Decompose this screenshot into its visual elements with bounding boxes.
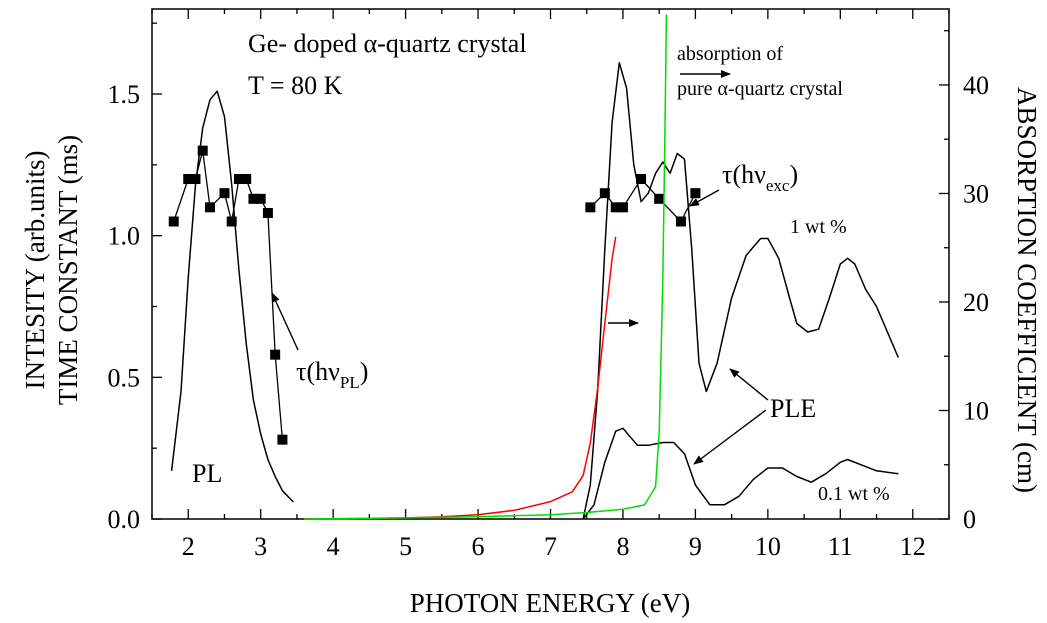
x-tick-label: 12	[900, 532, 926, 561]
annotation-wt01: 0.1 wt %	[818, 483, 890, 505]
series-line-ple_01wt	[582, 427, 899, 520]
marker-tau_pl	[233, 174, 244, 184]
y-left-tick-label: 1.5	[108, 80, 141, 109]
marker-tau_pl	[226, 216, 237, 227]
series-layer	[168, 14, 899, 520]
tau-exc-main: τ(hν	[722, 160, 766, 189]
marker-tau_exc	[636, 174, 647, 184]
tau-pl-main: τ(hν	[296, 357, 340, 386]
annotation-tau-pl: τ(hνPL)	[296, 357, 368, 392]
x-tick-label: 4	[327, 532, 340, 561]
marker-tau_pl	[248, 193, 259, 204]
y-left-tick-label: 1.0	[108, 222, 141, 251]
y-left-tick-label: 0.0	[108, 505, 141, 534]
x-tick-label: 9	[689, 532, 702, 561]
marker-tau_pl	[241, 174, 252, 184]
marker-tau_exc	[585, 202, 596, 213]
annotation-pl: PL	[192, 459, 222, 488]
x-tick-label: 7	[544, 532, 557, 561]
annotation-abs-line2: pure α-quartz crystal	[677, 78, 843, 100]
marker-tau_pl	[270, 349, 281, 360]
marker-tau_pl	[183, 174, 194, 184]
annotation-abs-line1: absorption of	[677, 43, 783, 65]
marker-tau_exc	[675, 216, 686, 227]
tau-exc-close: )	[789, 160, 798, 189]
tau-pl-close: )	[360, 357, 369, 386]
marker-tau_pl	[262, 208, 273, 218]
annotation-ple: PLE	[770, 394, 816, 423]
tau-exc-sub: exc	[766, 176, 790, 195]
x-tick-label: 3	[254, 532, 267, 561]
series-line-absorption_green_pure	[304, 14, 668, 520]
annotation-tau-exc: τ(hνexc)	[722, 160, 798, 195]
annotation-title-line1: Ge- doped α-quartz crystal	[248, 29, 527, 58]
arrow-ple-1wt	[729, 368, 769, 401]
y-right-tick-label: 10	[963, 396, 989, 425]
tau-pl-sub: PL	[340, 373, 360, 392]
marker-tau_pl	[168, 216, 179, 227]
annotation-title-line2: T = 80 K	[248, 71, 343, 100]
y-right-tick-label: 0	[963, 505, 976, 534]
y-right-tick-label: 30	[963, 179, 989, 208]
y-left-tick-label: 0.5	[108, 363, 141, 392]
y-axis-label-right: ABSORPTION COEFFICIENT (cm)	[1012, 87, 1042, 493]
marker-tau_pl	[219, 188, 230, 199]
y-right-tick-label: 40	[963, 71, 989, 100]
y-right-tick-label: 20	[963, 288, 989, 317]
arrow-tau-exc	[689, 189, 720, 207]
x-tick-label: 2	[182, 532, 195, 561]
y-axis-label-left-1: INTESITY (arb.units)	[20, 151, 50, 390]
marker-tau_pl	[197, 145, 208, 156]
marker-tau_pl	[204, 202, 215, 213]
arrow-ple-01wt	[693, 409, 767, 465]
annotation-wt1: 1 wt %	[790, 216, 847, 238]
x-tick-label: 5	[399, 532, 412, 561]
y-axis-label-left-2: TIME CONSTANT (ms)	[53, 135, 83, 405]
marker-tau_exc	[690, 188, 701, 199]
series-line-pl	[170, 90, 294, 503]
series-line-ple_1wt	[582, 62, 899, 520]
marker-tau_pl	[277, 434, 288, 445]
marker-tau_pl	[190, 174, 201, 184]
x-axis-label: PHOTON ENERGY (eV)	[410, 588, 690, 618]
ticks: 2 3 4 5 6 7 8 9 10 11 12 0.0 0.5 1.0 1.5 0 10 20 30 40	[108, 9, 989, 561]
arrow-tau-pl	[271, 292, 299, 351]
marker-tau_exc	[617, 202, 628, 213]
marker-tau_exc	[654, 193, 665, 204]
x-tick-label: 6	[472, 532, 485, 561]
marker-tau_exc	[610, 202, 621, 213]
marker-tau_exc	[599, 188, 610, 199]
x-tick-label: 8	[616, 532, 629, 561]
x-tick-label: 10	[755, 532, 781, 561]
marker-tau_pl	[255, 193, 266, 204]
x-tick-label: 11	[828, 532, 853, 561]
